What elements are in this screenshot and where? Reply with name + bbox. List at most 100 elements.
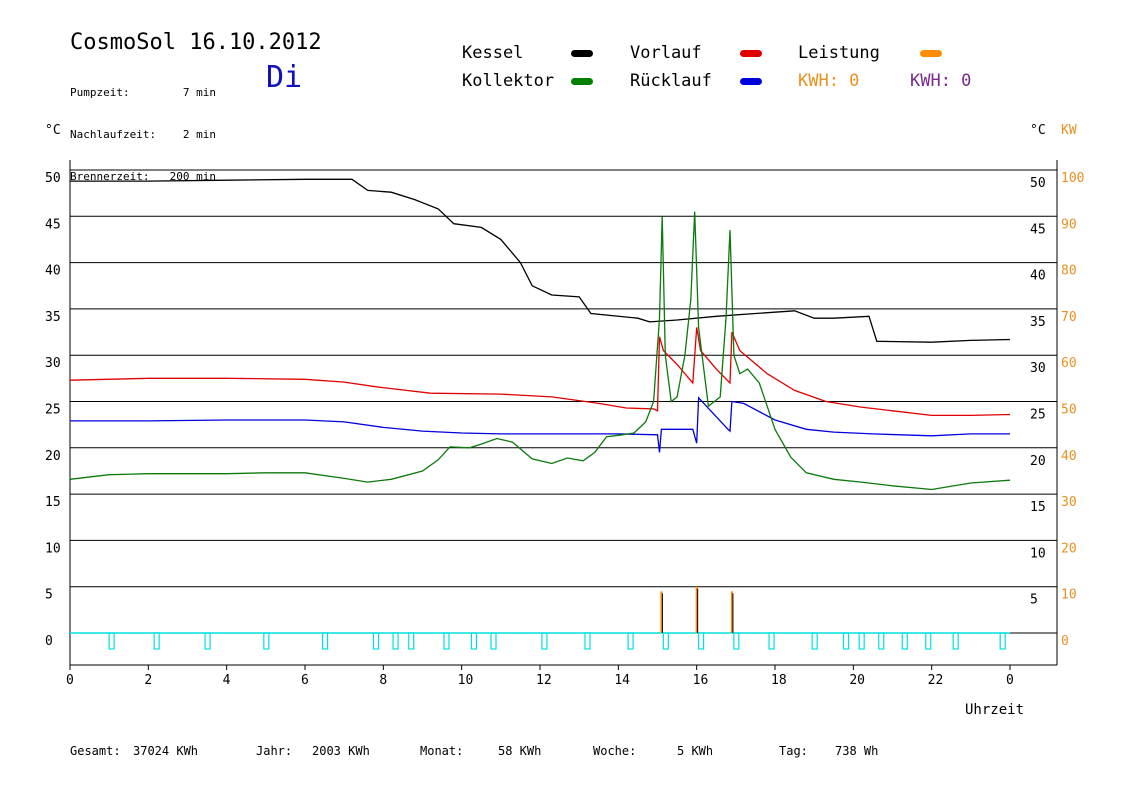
legend-kwh-orange: KWH: 0 — [798, 71, 860, 91]
footer-jahr-value: 2003 KWh — [312, 744, 370, 758]
x-tick-label: 0 — [1006, 673, 1014, 688]
y-tick-left: 20 — [45, 449, 61, 464]
pump-marker — [204, 632, 211, 650]
legend-kessel-label: Kessel — [462, 43, 524, 63]
y-tick-right: 5 — [1030, 593, 1038, 608]
y-tick-left: 10 — [45, 541, 61, 556]
pump-marker — [584, 632, 591, 650]
y-tick-left: 30 — [45, 356, 61, 371]
chart-ticks: 0510152025303540455051015202530354045500… — [45, 171, 1084, 688]
pumpzeit-value: 7 min — [182, 86, 216, 99]
pump-marker — [878, 632, 885, 650]
nachlaufzeit-value: 2 min — [182, 128, 216, 141]
pump-marker — [733, 632, 740, 650]
x-tick-label: 0 — [66, 673, 74, 688]
pump-marker — [901, 632, 908, 650]
chart-title: CosmoSol 16.10.2012 — [70, 30, 322, 55]
y-tick-kw: 70 — [1061, 310, 1077, 325]
footer-jahr-label: Jahr: — [256, 744, 293, 758]
x-tick-label: 2 — [144, 673, 152, 688]
y-axis-left-unit: °C — [45, 123, 61, 138]
x-tick-label: 12 — [536, 673, 552, 688]
x-tick-label: 22 — [928, 673, 944, 688]
y-tick-left: 0 — [45, 634, 53, 649]
pump-marker — [443, 632, 450, 650]
series-ruecklauf — [70, 396, 1010, 453]
x-tick-label: 18 — [771, 673, 787, 688]
y-tick-left: 15 — [45, 495, 61, 510]
y-tick-right: 45 — [1030, 222, 1046, 237]
x-axis-label: Uhrzeit — [965, 702, 1024, 718]
x-tick-label: 16 — [693, 673, 709, 688]
y-tick-kw: 20 — [1061, 541, 1077, 556]
y-tick-right: 50 — [1030, 176, 1046, 191]
y-tick-right: 20 — [1030, 454, 1046, 469]
y-tick-right: 35 — [1030, 315, 1046, 330]
pumpzeit-label: Pumpzeit: — [70, 86, 130, 99]
weekday-label: Di — [266, 60, 303, 95]
pump-marker — [490, 632, 497, 650]
pump-marker — [925, 632, 932, 650]
footer-monat-value: 58 KWh — [498, 744, 542, 758]
y-tick-kw: 30 — [1061, 495, 1077, 510]
y-tick-right: 10 — [1030, 546, 1046, 561]
x-tick-label: 4 — [223, 673, 231, 688]
y-tick-left: 5 — [45, 588, 53, 603]
legend-kollektor-label: Kollektor — [462, 71, 555, 91]
pump-marker — [627, 632, 634, 650]
y-tick-kw: 100 — [1061, 171, 1084, 186]
legend-kwh-purple: KWH: 0 — [910, 71, 972, 91]
footer-gesamt-value: 37024 KWh — [133, 744, 199, 758]
legend-vorlauf-label: Vorlauf — [630, 43, 702, 63]
pump-marker — [108, 632, 115, 650]
legend-ruecklauf-swatch — [740, 78, 762, 85]
y-tick-right: 25 — [1030, 408, 1046, 423]
chart-grid — [70, 169, 1057, 588]
y-tick-left: 25 — [45, 403, 61, 418]
footer-woche-label: Woche: — [593, 744, 637, 758]
legend-ruecklauf-label: Rücklauf — [630, 71, 712, 91]
pump-marker — [952, 632, 959, 650]
x-tick-label: 20 — [849, 673, 865, 688]
y-tick-right: 40 — [1030, 269, 1046, 284]
y-tick-kw: 10 — [1061, 588, 1077, 603]
y-tick-left: 50 — [45, 171, 61, 186]
nachlaufzeit-label: Nachlaufzeit: — [70, 128, 157, 141]
y-tick-right: 15 — [1030, 500, 1046, 515]
pump-marker — [408, 632, 415, 650]
pump-marker — [811, 632, 818, 650]
pump-marker — [541, 632, 548, 650]
footer-gesamt-label: Gesamt: — [70, 744, 121, 758]
y-tick-left: 45 — [45, 217, 61, 232]
x-tick-label: 8 — [379, 673, 387, 688]
pump-marker — [697, 632, 705, 650]
footer-woche-value: 5 KWh — [677, 744, 714, 758]
legend-leistung-swatch — [920, 50, 942, 57]
y-tick-right: 30 — [1030, 361, 1046, 376]
chart-axes — [69, 160, 1058, 666]
y-tick-kw: 90 — [1061, 217, 1077, 232]
pump-marker — [662, 632, 669, 650]
x-tick-label: 14 — [614, 673, 630, 688]
brennerzeit-label: Brennerzeit: — [70, 170, 150, 183]
x-tick-label: 10 — [458, 673, 474, 688]
info-labels: Pumpzeit: Nachlaufzeit: Brennerzeit: — [70, 58, 156, 198]
pump-marker — [372, 632, 380, 650]
legend-kessel-swatch — [571, 50, 593, 57]
y-axis-kw-unit: KW — [1061, 123, 1077, 138]
y-tick-kw: 40 — [1061, 449, 1077, 464]
chart-series — [69, 178, 1011, 491]
pump-marker — [263, 632, 270, 650]
pump-marker — [153, 632, 160, 650]
y-tick-kw: 60 — [1061, 356, 1077, 371]
y-tick-kw: 50 — [1061, 403, 1077, 418]
series-kessel — [70, 178, 1011, 343]
footer-monat-label: Monat: — [420, 744, 464, 758]
footer-tag-label: Tag: — [779, 744, 808, 758]
legend-leistung-label: Leistung — [798, 43, 880, 63]
pump-marker — [768, 632, 775, 650]
series-vorlauf — [69, 327, 1011, 417]
legend-vorlauf-swatch — [740, 50, 762, 57]
footer-tag-value: 738 Wh — [835, 744, 879, 758]
